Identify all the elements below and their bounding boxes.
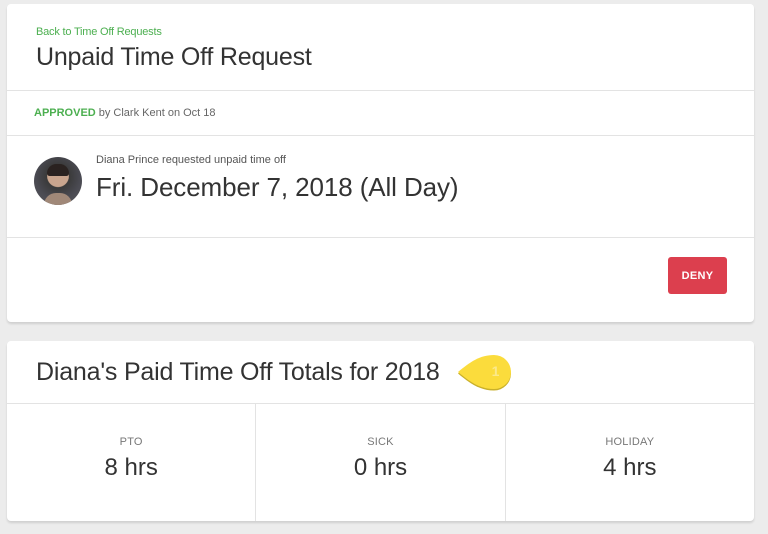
annotation-marker[interactable]: 1 xyxy=(456,352,514,392)
stat-pto: PTO 8 hrs xyxy=(7,404,257,521)
stat-value: 4 hrs xyxy=(603,454,657,481)
request-info: Diana Prince requested unpaid time off F… xyxy=(96,154,459,203)
stat-value: 8 hrs xyxy=(104,454,158,481)
stat-label: SICK xyxy=(367,436,394,448)
status-detail: by Clark Kent on Oct 18 xyxy=(98,107,216,119)
totals-stats: PTO 8 hrs SICK 0 hrs HOLIDAY 4 hrs xyxy=(7,404,754,521)
deny-button[interactable]: DENY xyxy=(668,257,727,294)
marker-pin-icon xyxy=(457,355,511,391)
request-date: Fri. December 7, 2018 (All Day) xyxy=(96,172,459,202)
requester-line: Diana Prince requested unpaid time off xyxy=(96,154,286,166)
stat-holiday: HOLIDAY 4 hrs xyxy=(506,404,754,521)
approval-status-row: APPROVED by Clark Kent on Oct 18 xyxy=(7,91,754,136)
totals-title: Diana's Paid Time Off Totals for 2018 xyxy=(36,357,440,386)
stat-label: HOLIDAY xyxy=(605,436,655,448)
pto-totals-card: Diana's Paid Time Off Totals for 2018 1 … xyxy=(7,341,754,521)
avatar xyxy=(34,157,82,205)
back-to-requests-link[interactable]: Back to Time Off Requests xyxy=(36,26,162,38)
stat-label: PTO xyxy=(119,436,143,448)
totals-header: Diana's Paid Time Off Totals for 2018 1 xyxy=(7,341,754,404)
request-header: Back to Time Off Requests Unpaid Time Of… xyxy=(7,4,754,91)
stat-sick: SICK 0 hrs xyxy=(256,404,506,521)
marker-number: 1 xyxy=(491,363,500,379)
page-title: Unpaid Time Off Request xyxy=(36,43,312,71)
stat-value: 0 hrs xyxy=(353,454,408,481)
time-off-request-card: Back to Time Off Requests Unpaid Time Of… xyxy=(7,4,754,322)
status-badge: APPROVED xyxy=(34,107,96,119)
request-details: Diana Prince requested unpaid time off F… xyxy=(7,136,754,238)
request-actions: DENY xyxy=(7,238,754,321)
